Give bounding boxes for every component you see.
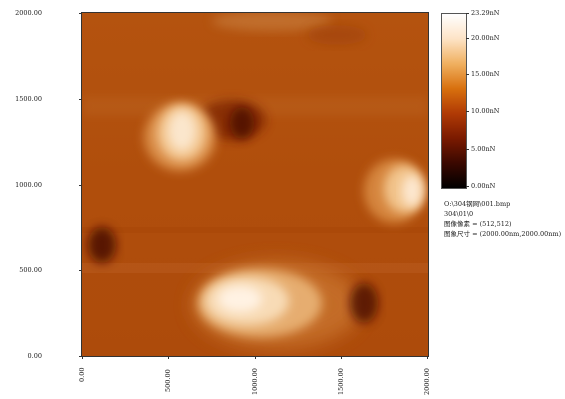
colorbar-tick-mark xyxy=(466,111,469,112)
colorbar-tick-label: 5.00nN xyxy=(471,145,496,153)
colorbar-tick-mark xyxy=(466,13,469,14)
image-frame xyxy=(81,12,429,357)
y-tick-mark xyxy=(79,356,82,357)
x-tick-mark xyxy=(341,356,342,359)
x-tick-mark xyxy=(255,356,256,359)
colorbar-tick-label: 0.00nN xyxy=(471,182,496,190)
y-tick-mark xyxy=(79,270,82,271)
x-tick-mark xyxy=(82,356,83,359)
colorbar-tick-mark xyxy=(466,38,469,39)
y-tick-mark xyxy=(79,99,82,100)
colorbar-tick-label: 15.00nN xyxy=(471,70,500,78)
y-tick-mark xyxy=(79,13,82,14)
y-tick-label: 0.00 xyxy=(27,352,42,360)
x-tick-label: 500.00 xyxy=(164,369,172,392)
y-tick-mark xyxy=(79,185,82,186)
colorbar-tick-label: 23.29nN xyxy=(471,9,500,17)
y-tick-label: 1500.00 xyxy=(15,95,42,103)
x-tick-label: 1000.00 xyxy=(251,368,259,395)
colorbar-tick-label: 10.00nN xyxy=(471,107,500,115)
colorbar-gradient xyxy=(441,13,467,189)
colorbar-tick-label: 20.00nN xyxy=(471,34,500,42)
image-id-text: 304\01\0 xyxy=(444,210,474,218)
x-tick-label: 0.00 xyxy=(78,367,86,382)
y-tick-label: 2000.00 xyxy=(15,9,42,17)
afm-force-map xyxy=(82,11,428,356)
x-tick-mark xyxy=(168,356,169,359)
file-path-text: O:\304钢网\001.bmp xyxy=(444,200,511,208)
image-pixels-text: 图像像素 = (512,512) xyxy=(444,220,512,228)
colorbar-tick-mark xyxy=(466,186,469,187)
colorbar-tick-mark xyxy=(466,149,469,150)
x-tick-mark xyxy=(427,356,428,359)
image-size-text: 图象尺寸 = (2000.00nm,2000.00nm) xyxy=(444,230,562,238)
y-tick-label: 1000.00 xyxy=(15,181,42,189)
x-tick-label: 2000.00 xyxy=(423,368,431,395)
y-tick-label: 500.00 xyxy=(19,266,42,274)
colorbar-tick-mark xyxy=(466,74,469,75)
x-tick-label: 1500.00 xyxy=(337,368,345,395)
afm-force-image xyxy=(82,11,428,356)
